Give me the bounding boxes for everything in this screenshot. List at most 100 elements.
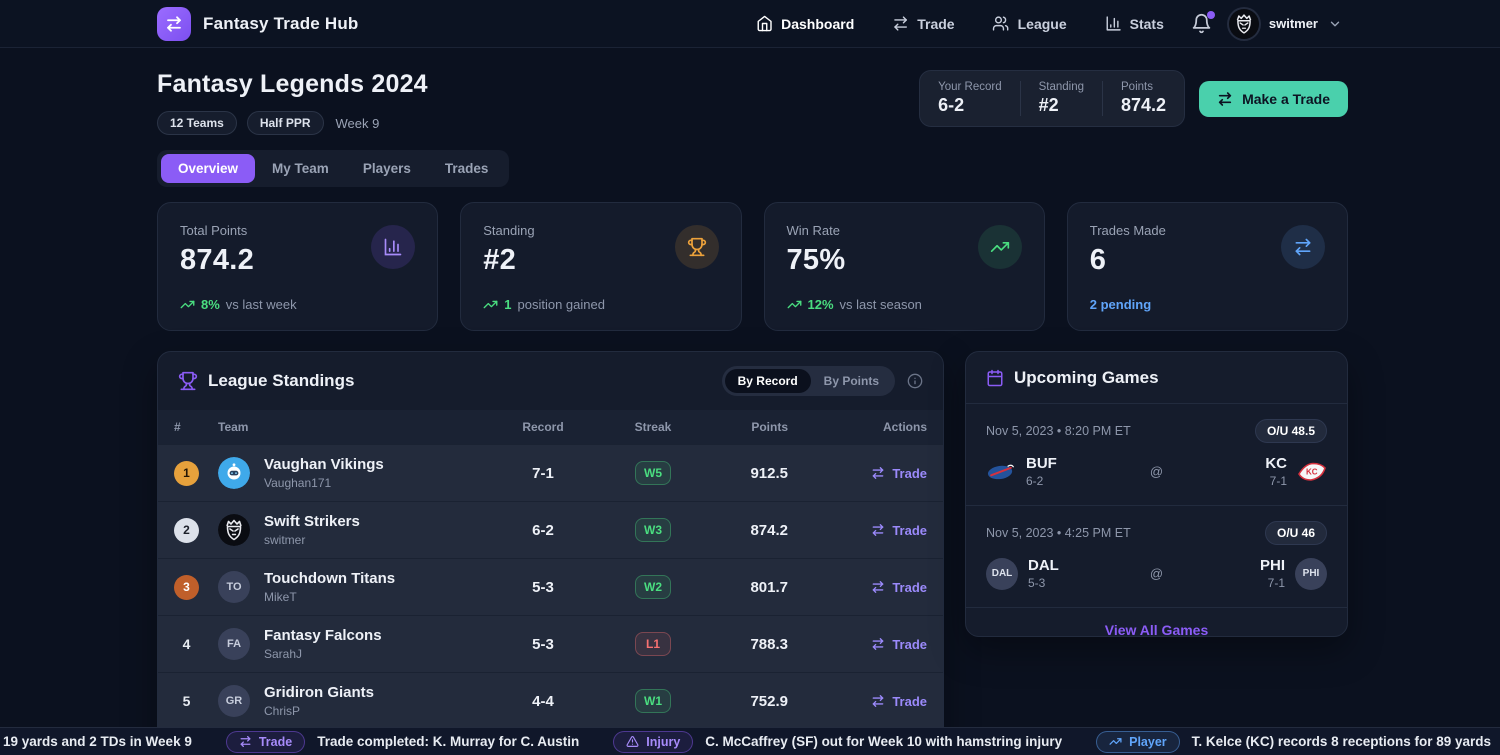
trade-label: Trade [892, 693, 927, 709]
team-abbr: BUF [1026, 455, 1057, 472]
nav-label: Trade [917, 15, 955, 32]
phi-logo: PHI [1295, 557, 1327, 590]
nav-item-trade[interactable]: Trade [892, 15, 955, 32]
main-content: League Standings By Record By Points # T… [157, 351, 1348, 755]
sort-toggle: By Record By Points [721, 366, 895, 396]
standings-header: League Standings By Record By Points [158, 352, 943, 410]
trade-action-button[interactable]: Trade [871, 694, 927, 709]
nav-item-stats[interactable]: Stats [1105, 15, 1164, 32]
team-avatar: GR [218, 685, 250, 717]
swap-arrows-icon [871, 466, 885, 480]
record-value: 5-3 [532, 635, 554, 653]
swap-arrows-icon [1217, 91, 1233, 107]
team-avatar [218, 457, 250, 489]
team-record: 6-2 [1026, 474, 1044, 488]
summary-your-record: Your Record 6-2 [920, 81, 1020, 116]
over-under-badge: O/U 46 [1264, 521, 1327, 545]
table-row: 2 Swift Strikers switmer 6-2 W3 874.2 [158, 501, 943, 558]
col-streak: Streak [634, 420, 672, 434]
stat-card-standing: Standing #2 1 position gained [460, 202, 742, 331]
trending-up-icon [483, 297, 498, 312]
calendar-icon [986, 369, 1004, 387]
team-abbr: PHI [1259, 557, 1285, 574]
card-label: Standing [483, 223, 535, 238]
trade-action-button[interactable]: Trade [871, 637, 927, 652]
top-nav: Fantasy Trade Hub Dashboard Trade League… [0, 0, 1500, 48]
trade-action-button[interactable]: Trade [871, 580, 927, 595]
nav-label: Dashboard [781, 15, 855, 32]
team-owner: SarahJ [264, 646, 303, 661]
trade-action-button[interactable]: Trade [871, 466, 927, 481]
notification-dot [1206, 10, 1215, 19]
swap-arrows-icon [239, 735, 252, 748]
home-icon [756, 15, 773, 32]
standings-title: League Standings [178, 371, 354, 391]
record-value: 6-2 [532, 521, 554, 539]
card-value: #2 [483, 244, 517, 276]
bills-logo [986, 461, 1016, 483]
sort-by-record[interactable]: By Record [724, 369, 811, 393]
tab-my-team[interactable]: My Team [272, 161, 329, 176]
swap-arrows-icon [892, 15, 909, 32]
trade-badge: Trade [225, 730, 306, 753]
standings-column-headers: # Team Record Streak Points Actions [158, 410, 943, 444]
trade-label: Trade [892, 636, 927, 652]
user-avatar [1228, 8, 1259, 39]
note-text: position gained [517, 297, 605, 312]
trade-label: Trade [892, 579, 927, 595]
trade-action-button[interactable]: Trade [871, 523, 927, 538]
nav-item-dashboard[interactable]: Dashboard [756, 15, 854, 32]
team-avatar: FA [218, 628, 250, 660]
tab-players[interactable]: Players [362, 161, 411, 176]
summary-label: Points [1121, 81, 1153, 93]
swap-arrows-icon [871, 694, 885, 708]
tab-overview[interactable]: Overview [161, 154, 256, 183]
team-name: Touchdown Titans [264, 570, 396, 588]
injury-badge: Injury [613, 730, 694, 753]
nav-label: Stats [1129, 15, 1164, 32]
tab-trades[interactable]: Trades [444, 161, 489, 176]
view-all-games-link[interactable]: View All Games [966, 607, 1347, 636]
trade-label: Trade [892, 465, 927, 481]
badge-label: Injury [646, 734, 681, 749]
notifications-button[interactable] [1191, 10, 1215, 35]
view-tabs: Overview My Team Players Trades [157, 150, 510, 187]
matchup-row: DAL DAL 5-3 @ PHI 7-1 PHI [986, 557, 1327, 590]
warning-icon [626, 735, 639, 748]
ticker-item: Injury C. McCaffrey (SF) out for Week 10… [613, 730, 1062, 753]
game-item: Nov 5, 2023 • 8:20 PM ET O/U 48.5 BUF 6-… [966, 404, 1347, 505]
points-value: 788.3 [750, 635, 788, 653]
rank-badge: 2 [174, 517, 199, 543]
col-rank: # [174, 420, 181, 434]
brand[interactable]: Fantasy Trade Hub [157, 6, 359, 41]
points-value: 912.5 [750, 464, 788, 482]
streak-badge: W2 [635, 575, 671, 599]
away-team: BUF 6-2 [986, 455, 1057, 488]
nav-item-league[interactable]: League [993, 15, 1067, 32]
user-menu[interactable]: switmer [1228, 8, 1342, 39]
brand-name: Fantasy Trade Hub [203, 13, 359, 33]
record-summary: Your Record 6-2 Standing #2 Points 874.2 [919, 70, 1186, 127]
trending-up-icon [787, 297, 802, 312]
week-label: Week 9 [335, 115, 380, 131]
team-owner: switmer [264, 532, 306, 547]
page-header: Fantasy Legends 2024 12 Teams Half PPR W… [157, 48, 1348, 135]
card-label: Trades Made [1089, 223, 1166, 238]
home-team: KC 7-1 KC [1265, 455, 1327, 488]
make-a-trade-button[interactable]: Make a Trade [1199, 80, 1348, 117]
sort-by-points[interactable]: By Points [823, 374, 879, 388]
info-icon[interactable] [907, 373, 923, 389]
username: switmer [1268, 16, 1318, 31]
note-value: 12% [807, 297, 834, 312]
card-label: Win Rate [786, 223, 840, 238]
record-value: 7-1 [532, 464, 554, 482]
trending-up-icon [1109, 735, 1122, 748]
stat-card-win-rate: Win Rate 75% 12% vs last season [763, 202, 1045, 331]
summary-label: Your Record [938, 81, 1002, 93]
rank-number: 5 [182, 693, 191, 709]
team-name: Swift Strikers [264, 513, 360, 531]
team-avatar [218, 514, 250, 546]
note-value: 1 [504, 297, 512, 312]
news-ticker: 19 yards and 2 TDs in Week 9 Trade Trade… [0, 727, 1500, 755]
card-trend-note: 1 position gained [483, 297, 605, 312]
